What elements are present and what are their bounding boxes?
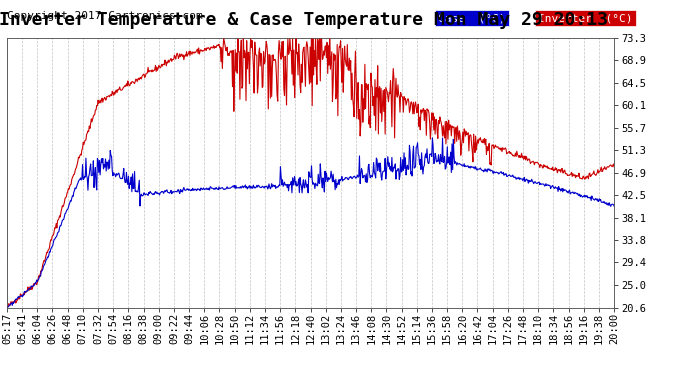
Text: Inverter  (°C): Inverter (°C) bbox=[538, 13, 633, 23]
Text: Case  (°C): Case (°C) bbox=[438, 13, 506, 23]
Text: Inverter Temperature & Case Temperature Mon May 29 20:13: Inverter Temperature & Case Temperature … bbox=[0, 11, 608, 29]
Text: Copyright 2017 Cartronics.com: Copyright 2017 Cartronics.com bbox=[7, 11, 203, 21]
